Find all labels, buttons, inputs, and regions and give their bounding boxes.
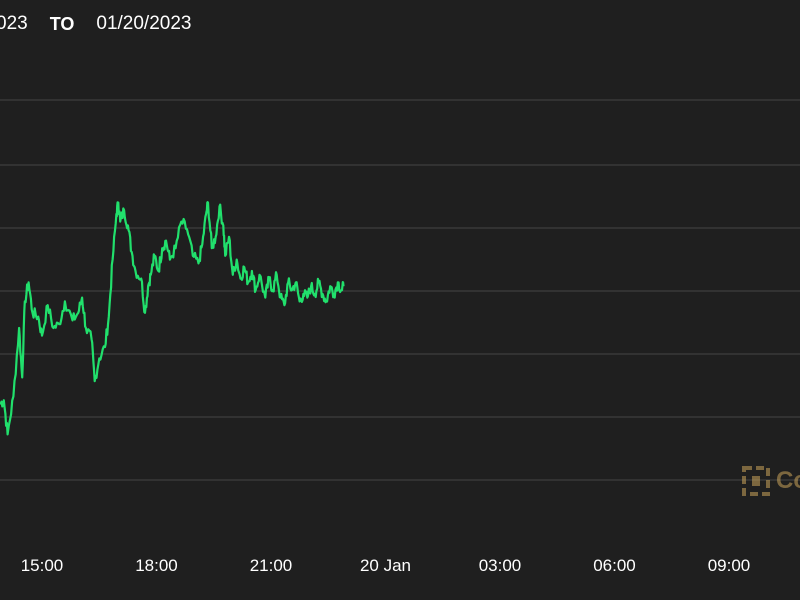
grid-lines: [0, 99, 800, 481]
x-tick-label: 15:00: [21, 556, 64, 575]
coindesk-logo-icon: [742, 466, 770, 496]
x-tick-label: 20 Jan: [360, 556, 411, 575]
price-series-line[interactable]: [0, 201, 345, 436]
x-tick-label: 21:00: [250, 556, 293, 575]
series-layer: [0, 201, 345, 436]
x-tick-label: 18:00: [135, 556, 178, 575]
to-date[interactable]: 01/20/2023: [96, 13, 192, 34]
watermark: Co: [742, 466, 800, 496]
date-range: 023 TO 01/20/2023: [0, 12, 191, 36]
from-date[interactable]: 023: [0, 13, 28, 34]
x-axis-ticks: 15:00 18:00 21:00 20 Jan 03:00 06:00 09:00: [21, 556, 751, 575]
x-tick-label: 03:00: [479, 556, 522, 575]
x-tick-label: 06:00: [593, 556, 636, 575]
to-label: TO: [49, 13, 75, 34]
x-tick-label: 09:00: [708, 556, 751, 575]
watermark-text: Co: [776, 467, 800, 494]
